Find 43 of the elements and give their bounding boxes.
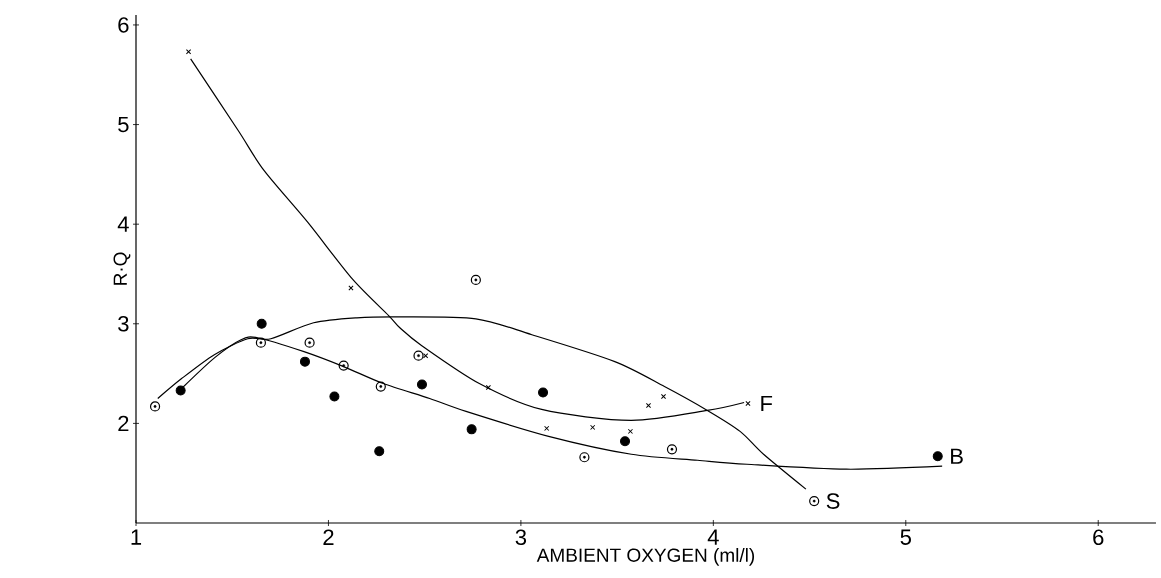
point (304, 337, 315, 348)
point (620, 436, 631, 447)
y-axis-title: R·Q (113, 252, 131, 285)
x-tick-label: 3 (515, 529, 527, 546)
point (256, 318, 267, 329)
y-tick-label: 6 (118, 17, 129, 33)
x-tick-label: 5 (900, 529, 911, 545)
point (485, 384, 491, 391)
point (416, 379, 427, 390)
y-tick-label: 5 (118, 116, 129, 133)
x-tick-label: 2 (323, 529, 334, 545)
point (255, 337, 266, 348)
point (645, 402, 652, 409)
point (745, 400, 751, 407)
series-label: B (951, 448, 963, 464)
point (329, 391, 340, 402)
point (299, 356, 310, 367)
point (149, 401, 161, 412)
point (932, 451, 943, 462)
point (538, 387, 549, 398)
point (375, 381, 386, 392)
x-axis-title: AMBIENT OXYGEN (ml/l) (536, 547, 755, 566)
point (466, 424, 477, 435)
y-tick-label: 2 (118, 415, 129, 432)
point (470, 274, 481, 286)
point (579, 452, 590, 463)
point (544, 425, 550, 431)
series-label: F (761, 395, 773, 412)
x-tick-label: 1 (131, 529, 142, 545)
point (348, 285, 354, 291)
point (338, 360, 349, 371)
x-tick-label: 6 (1093, 529, 1104, 546)
point (175, 385, 186, 396)
y-tick-label: 4 (117, 216, 129, 232)
point (185, 49, 192, 55)
y-tick-label: 3 (118, 315, 129, 332)
x-tick-label: 4 (707, 529, 719, 545)
point (590, 424, 596, 430)
series-label: S (826, 493, 840, 509)
point (666, 444, 678, 455)
point (809, 495, 820, 507)
point (374, 446, 385, 457)
point (627, 428, 634, 434)
